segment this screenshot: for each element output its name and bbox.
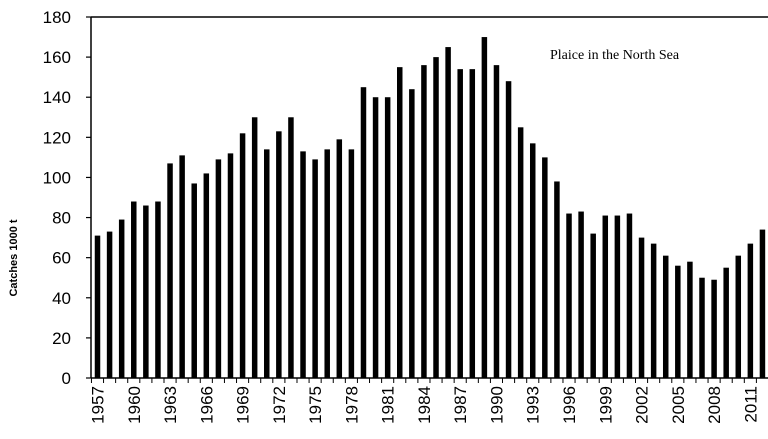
x-tick-label: 1978: [342, 386, 361, 424]
bar-1985: [433, 57, 439, 379]
bar-1965: [191, 183, 197, 378]
bar-1958: [106, 231, 113, 378]
x-tick-label: 2011: [741, 386, 760, 423]
bar-1995: [554, 181, 560, 378]
bar-1970: [251, 117, 258, 378]
x-tick-label: 2002: [633, 386, 652, 424]
x-tick-label: 1984: [415, 386, 434, 424]
x-tick-label: 2008: [705, 386, 724, 424]
bar-1988: [469, 69, 476, 378]
bar-1986: [445, 47, 451, 378]
bar-1960: [131, 201, 137, 378]
y-tick-label: 40: [52, 289, 71, 308]
x-tick-label: 2005: [669, 386, 688, 424]
bars-group: [94, 37, 766, 379]
x-tick-label: 1972: [270, 386, 289, 424]
bar-1996: [566, 213, 572, 378]
y-ticks-group: 0 20 40 60 80 100 120 140 160 180: [43, 8, 91, 388]
bar-2006: [687, 261, 693, 378]
bar-1980: [372, 97, 379, 378]
x-tick-label: 1957: [89, 386, 108, 424]
bar-1974: [300, 151, 306, 378]
bar-2010: [735, 255, 742, 378]
x-tick-label: 1990: [487, 386, 506, 424]
bar-1997: [578, 211, 584, 378]
x-tick-label: 1999: [596, 386, 615, 424]
y-tick-label: 160: [43, 48, 71, 67]
x-tick-label: 1966: [197, 386, 216, 424]
bar-2008: [711, 279, 717, 378]
bar-1957: [94, 235, 101, 378]
bar-1959: [118, 219, 125, 378]
y-tick-label: 180: [43, 8, 71, 27]
x-tick-label: 1969: [234, 386, 253, 424]
bar-1999: [602, 215, 609, 378]
bar-2003: [650, 243, 657, 378]
bar-2011: [747, 243, 754, 378]
bar-1969: [239, 133, 246, 378]
bar-2000: [614, 215, 621, 378]
x-tick-label: 1963: [161, 386, 180, 424]
x-tick-label: 1975: [306, 386, 325, 424]
bar-2002: [638, 237, 645, 378]
y-tick-label: 80: [52, 209, 71, 228]
bar-1981: [384, 97, 391, 378]
y-tick-label: 20: [52, 329, 71, 348]
bar-1973: [288, 117, 294, 378]
x-ticks-group: 1957 1960 1963 1966 1969 1972 1975 1978 1981 1984…: [89, 378, 768, 424]
x-tick-label: 1960: [125, 386, 144, 424]
bar-1972: [276, 131, 282, 378]
bar-1977: [336, 139, 343, 378]
bar-2005: [675, 265, 681, 378]
y-tick-label: 60: [52, 249, 71, 268]
x-tick-label: 1993: [524, 386, 543, 424]
bar-1989: [481, 37, 488, 379]
bar-1990: [493, 65, 500, 378]
x-tick-label: 1987: [451, 386, 470, 424]
bar-1964: [179, 155, 185, 378]
bar-2012: [759, 229, 766, 378]
bar-1992: [517, 127, 524, 378]
bar-1998: [590, 233, 596, 378]
bar-2001: [626, 213, 633, 378]
bar-1978: [348, 149, 355, 378]
y-tick-label: 100: [43, 168, 71, 187]
bar-1968: [227, 153, 234, 378]
bar-1987: [457, 69, 463, 378]
x-tick-label: 1981: [379, 386, 398, 424]
bar-1976: [324, 149, 330, 378]
bar-1991: [505, 81, 512, 379]
y-tick-label: 140: [43, 88, 71, 107]
y-tick-label: 120: [43, 128, 71, 147]
y-tick-label: 0: [62, 369, 71, 388]
chart-annotation: Plaice in the North Sea: [550, 48, 680, 63]
bar-1962: [155, 201, 161, 378]
bar-1975: [312, 159, 318, 378]
bar-1979: [360, 87, 367, 378]
bar-1961: [143, 205, 149, 378]
bar-1984: [421, 65, 427, 378]
x-tick-label: 1996: [560, 386, 579, 424]
bar-1971: [264, 149, 270, 378]
bar-1963: [167, 163, 173, 378]
bar-1983: [409, 89, 415, 378]
bar-2007: [699, 277, 705, 378]
bar-2004: [662, 255, 669, 378]
bar-1982: [397, 67, 403, 378]
bar-1967: [215, 159, 222, 378]
bar-2009: [723, 267, 729, 378]
y-axis-label: Catches 1000 t: [8, 219, 20, 296]
bar-1966: [203, 173, 210, 378]
bar-1993: [529, 143, 536, 378]
bar-1994: [542, 157, 548, 378]
